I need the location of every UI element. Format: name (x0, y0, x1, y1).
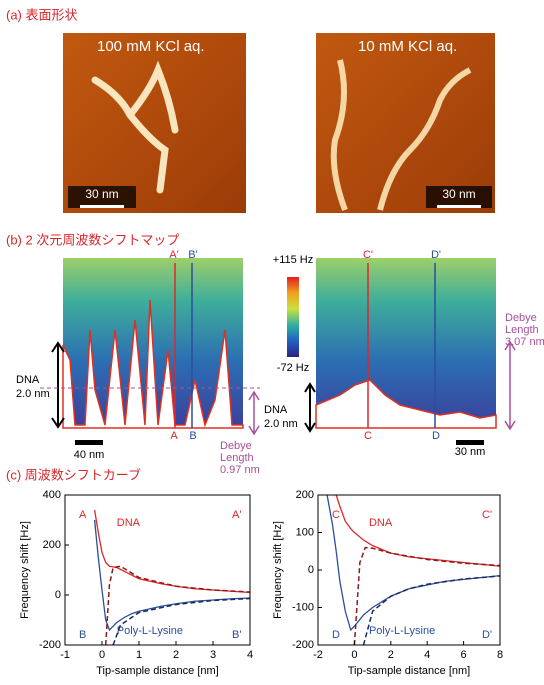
x-tick-label: -2 (313, 649, 323, 661)
corner-label: D (332, 629, 340, 641)
y-tick-label: 200 (43, 539, 61, 551)
x-tick-label: 3 (210, 649, 216, 661)
marker-label: B' (188, 249, 197, 261)
plot-frame (317, 494, 501, 646)
marker-label: C' (363, 249, 373, 261)
colorbar-label: -72 Hz (277, 362, 309, 374)
fit-line (353, 546, 500, 645)
image-label: 100 mM KCl aq. (97, 38, 205, 55)
colorbar-label: +115 Hz (273, 254, 313, 266)
x-tick-label: 1 (136, 649, 142, 661)
corner-label: C (332, 509, 340, 521)
corner-label: C' (482, 509, 492, 521)
marker-label: A' (169, 249, 178, 261)
data-line (335, 495, 500, 567)
section-title: (a) 表面形状 (6, 7, 78, 22)
y-axis-label: Frequency shift [Hz] (19, 521, 31, 619)
corner-label: A (79, 509, 87, 521)
section-title: (b) 2 次元周波数シフトマップ (6, 232, 179, 247)
y-tick-label: 400 (43, 489, 61, 501)
debye-label: Debye (220, 440, 252, 452)
y-tick-label: 200 (296, 489, 314, 501)
debye-label: 0.97 nm (220, 464, 260, 476)
series-label: Poly-L-Lysine (369, 625, 435, 637)
corner-label: B (79, 629, 86, 641)
y-axis-label: Frequency shift [Hz] (272, 521, 284, 619)
x-tick-label: 2 (388, 649, 394, 661)
scale-label: 40 nm (74, 449, 105, 461)
y-tick-label: 100 (296, 526, 314, 538)
debye-label: Length (505, 324, 539, 336)
scale-label: 30 nm (455, 446, 486, 458)
x-tick-label: 2 (173, 649, 179, 661)
x-tick-label: 4 (424, 649, 430, 661)
series-label: DNA (369, 517, 393, 529)
x-tick-label: -1 (60, 649, 70, 661)
fit-line (112, 597, 250, 645)
marker-label: D' (431, 249, 441, 261)
marker-label: B (189, 430, 196, 442)
x-axis-label: Tip-sample distance [nm] (96, 665, 218, 677)
y-tick-label: -200 (39, 639, 61, 651)
data-line (326, 495, 500, 632)
debye-label: Length (220, 452, 254, 464)
series-label: DNA (117, 517, 141, 529)
debye-label: 3.07 nm (505, 336, 544, 348)
y-tick-label: -200 (292, 639, 314, 651)
scale-label: 30 nm (442, 187, 475, 201)
y-tick-label: 0 (55, 589, 61, 601)
scale-label: 30 nm (85, 187, 118, 201)
frequency-map: C' D' C D DNA 2.0 nm 30 nm Debye Length … (264, 249, 544, 458)
series-label: Poly-L-Lysine (117, 625, 183, 637)
height-label: 2.0 nm (16, 388, 50, 400)
x-tick-label: 8 (497, 649, 503, 661)
y-tick-label: -100 (292, 601, 314, 613)
x-tick-label: 0 (351, 649, 357, 661)
frequency-map: A' B' A B DNA 2.0 nm 40 nm Debye Length … (16, 249, 260, 476)
y-tick-label: 0 (308, 564, 314, 576)
x-axis-label: Tip-sample distance [nm] (348, 665, 470, 677)
colorbar: +115 Hz -72 Hz (273, 254, 313, 374)
corner-label: B' (232, 629, 241, 641)
afm-image: 10 mM KCl aq. 30 nm (316, 33, 495, 213)
fit-line (104, 565, 250, 645)
image-label: 10 mM KCl aq. (358, 38, 457, 55)
x-tick-label: 0 (99, 649, 105, 661)
corner-label: A' (232, 509, 241, 521)
marker-label: C (364, 430, 372, 442)
data-line (93, 519, 250, 632)
debye-label: Debye (505, 312, 537, 324)
data-line (93, 509, 250, 594)
marker-label: A (170, 430, 178, 442)
height-label: 2.0 nm (264, 418, 298, 430)
x-tick-label: 6 (461, 649, 467, 661)
x-tick-label: 4 (247, 649, 253, 661)
height-label: DNA (16, 374, 40, 386)
marker-label: D (432, 430, 440, 442)
plot-frame (64, 494, 251, 646)
fit-line (362, 575, 500, 645)
section-title: (c) 周波数シフトカーブ (6, 467, 141, 482)
afm-image: 100 mM KCl aq. 30 nm (63, 33, 246, 213)
corner-label: D' (482, 629, 492, 641)
height-label: DNA (264, 404, 288, 416)
